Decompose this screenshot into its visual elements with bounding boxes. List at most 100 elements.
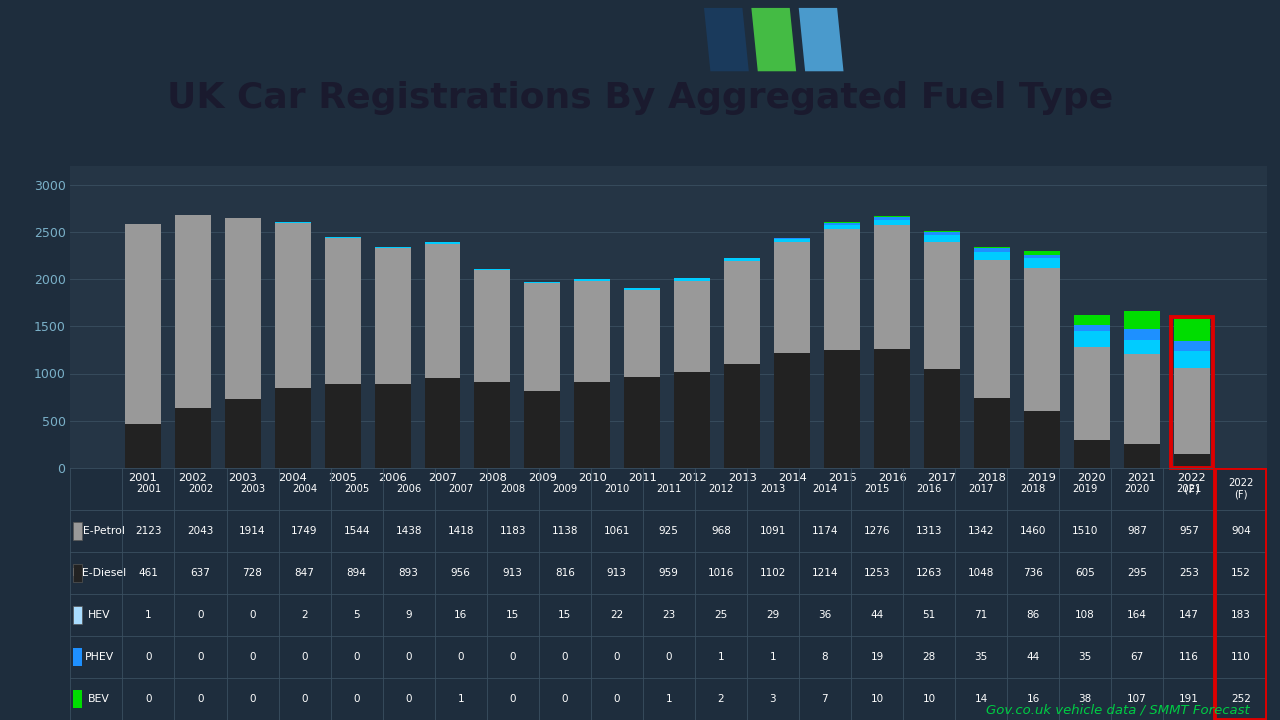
Bar bbox=[974, 248, 1010, 252]
Text: 191: 191 bbox=[1179, 694, 1199, 704]
Text: 1: 1 bbox=[457, 694, 463, 704]
Text: 728: 728 bbox=[243, 568, 262, 578]
Bar bbox=[675, 278, 710, 281]
Text: 1: 1 bbox=[145, 610, 152, 620]
Text: 2019: 2019 bbox=[1073, 484, 1098, 494]
Text: 108: 108 bbox=[1075, 610, 1094, 620]
Bar bbox=[375, 247, 411, 248]
Polygon shape bbox=[751, 8, 796, 71]
Text: 10: 10 bbox=[870, 694, 883, 704]
Bar bbox=[1174, 317, 1210, 341]
Bar bbox=[675, 281, 710, 372]
Text: 1253: 1253 bbox=[864, 568, 890, 578]
Bar bbox=[1074, 347, 1110, 440]
Text: 2007: 2007 bbox=[448, 484, 474, 494]
Bar bbox=[425, 243, 461, 378]
Text: 28: 28 bbox=[923, 652, 936, 662]
Bar bbox=[924, 242, 960, 369]
Text: 16: 16 bbox=[454, 610, 467, 620]
Text: 7: 7 bbox=[822, 694, 828, 704]
Text: 2: 2 bbox=[301, 610, 308, 620]
Bar bbox=[874, 348, 910, 468]
Bar bbox=[774, 239, 810, 243]
Bar bbox=[724, 258, 760, 261]
Text: 0: 0 bbox=[509, 694, 516, 704]
Text: 164: 164 bbox=[1128, 610, 1147, 620]
Bar bbox=[375, 384, 411, 468]
Text: 2011: 2011 bbox=[657, 484, 681, 494]
Text: 0: 0 bbox=[250, 694, 256, 704]
Text: 0: 0 bbox=[353, 694, 360, 704]
Bar bbox=[225, 218, 261, 399]
FancyBboxPatch shape bbox=[73, 647, 82, 667]
Text: 5: 5 bbox=[353, 610, 360, 620]
Text: 19: 19 bbox=[870, 652, 883, 662]
Text: 2012: 2012 bbox=[708, 484, 733, 494]
Text: 2001: 2001 bbox=[136, 484, 161, 494]
Bar bbox=[625, 290, 660, 377]
Bar bbox=[1074, 440, 1110, 468]
Bar bbox=[1124, 340, 1160, 354]
Bar bbox=[625, 288, 660, 290]
Bar bbox=[774, 354, 810, 468]
Bar bbox=[1024, 411, 1060, 468]
Bar bbox=[874, 216, 910, 217]
Text: 38: 38 bbox=[1079, 694, 1092, 704]
Text: 0: 0 bbox=[301, 652, 307, 662]
Bar bbox=[824, 223, 860, 225]
Text: 956: 956 bbox=[451, 568, 471, 578]
Text: 15: 15 bbox=[558, 610, 571, 620]
Bar bbox=[874, 225, 910, 348]
Text: 0: 0 bbox=[353, 652, 360, 662]
Text: 0: 0 bbox=[406, 652, 412, 662]
Text: 2015: 2015 bbox=[864, 484, 890, 494]
Text: ICE-Diesel: ICE-Diesel bbox=[72, 568, 127, 578]
Text: UK Car Registrations By Aggregated Fuel Type: UK Car Registrations By Aggregated Fuel … bbox=[166, 81, 1114, 115]
Text: 0: 0 bbox=[250, 652, 256, 662]
Text: 1: 1 bbox=[718, 652, 724, 662]
Bar bbox=[475, 270, 511, 382]
Text: 0: 0 bbox=[197, 694, 204, 704]
Text: 925: 925 bbox=[659, 526, 678, 536]
Text: 1276: 1276 bbox=[864, 526, 890, 536]
Text: 1061: 1061 bbox=[604, 526, 630, 536]
Text: 107: 107 bbox=[1128, 694, 1147, 704]
Text: 0: 0 bbox=[406, 694, 412, 704]
Text: 959: 959 bbox=[659, 568, 678, 578]
Text: 14: 14 bbox=[974, 694, 988, 704]
Bar bbox=[225, 399, 261, 468]
Text: 1342: 1342 bbox=[968, 526, 995, 536]
Text: 2008: 2008 bbox=[500, 484, 525, 494]
Bar bbox=[625, 377, 660, 468]
Text: 2123: 2123 bbox=[136, 526, 161, 536]
Text: 2017: 2017 bbox=[969, 484, 993, 494]
Bar bbox=[575, 279, 611, 282]
Bar bbox=[1024, 251, 1060, 255]
Bar bbox=[874, 217, 910, 220]
Text: 2003: 2003 bbox=[239, 484, 265, 494]
Text: 152: 152 bbox=[1231, 568, 1251, 578]
Text: 116: 116 bbox=[1179, 652, 1199, 662]
Text: 253: 253 bbox=[1179, 568, 1199, 578]
Text: 1016: 1016 bbox=[708, 568, 733, 578]
Bar bbox=[325, 384, 361, 468]
Bar bbox=[1024, 268, 1060, 411]
Text: 22: 22 bbox=[611, 610, 623, 620]
Text: 1091: 1091 bbox=[760, 526, 786, 536]
Text: 736: 736 bbox=[1023, 568, 1043, 578]
Text: 2: 2 bbox=[718, 694, 724, 704]
Text: 0: 0 bbox=[562, 652, 568, 662]
FancyBboxPatch shape bbox=[73, 564, 82, 582]
Text: 0: 0 bbox=[301, 694, 307, 704]
Bar bbox=[824, 225, 860, 229]
Text: 16: 16 bbox=[1027, 694, 1039, 704]
Bar bbox=[475, 269, 511, 270]
Text: 0: 0 bbox=[145, 694, 152, 704]
Text: 0: 0 bbox=[457, 652, 463, 662]
Text: 2021: 2021 bbox=[1176, 484, 1202, 494]
Bar bbox=[1124, 354, 1160, 444]
Bar bbox=[275, 222, 311, 388]
Bar bbox=[1124, 311, 1160, 329]
Text: 67: 67 bbox=[1130, 652, 1144, 662]
Bar bbox=[425, 378, 461, 468]
